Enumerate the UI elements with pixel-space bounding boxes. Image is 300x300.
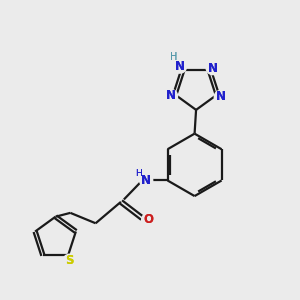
Text: N: N: [166, 89, 176, 103]
Text: N: N: [208, 61, 218, 75]
Text: H: H: [170, 52, 178, 62]
Text: N: N: [175, 60, 185, 73]
Text: N: N: [175, 60, 185, 73]
Text: N: N: [208, 61, 218, 75]
Circle shape: [173, 60, 187, 73]
Text: N: N: [216, 90, 226, 103]
Text: N: N: [141, 174, 151, 187]
Text: H: H: [135, 169, 142, 178]
Circle shape: [206, 61, 219, 75]
Circle shape: [140, 174, 153, 187]
Text: N: N: [166, 89, 176, 103]
Text: S: S: [65, 254, 74, 267]
Text: O: O: [143, 213, 153, 226]
Text: N: N: [141, 174, 151, 187]
Circle shape: [164, 89, 178, 103]
Circle shape: [63, 254, 76, 267]
Text: N: N: [216, 90, 226, 103]
Text: S: S: [65, 254, 74, 267]
Text: O: O: [143, 213, 153, 226]
Circle shape: [214, 90, 227, 104]
Circle shape: [142, 213, 155, 226]
Text: H: H: [170, 52, 178, 62]
Text: H: H: [135, 169, 142, 178]
